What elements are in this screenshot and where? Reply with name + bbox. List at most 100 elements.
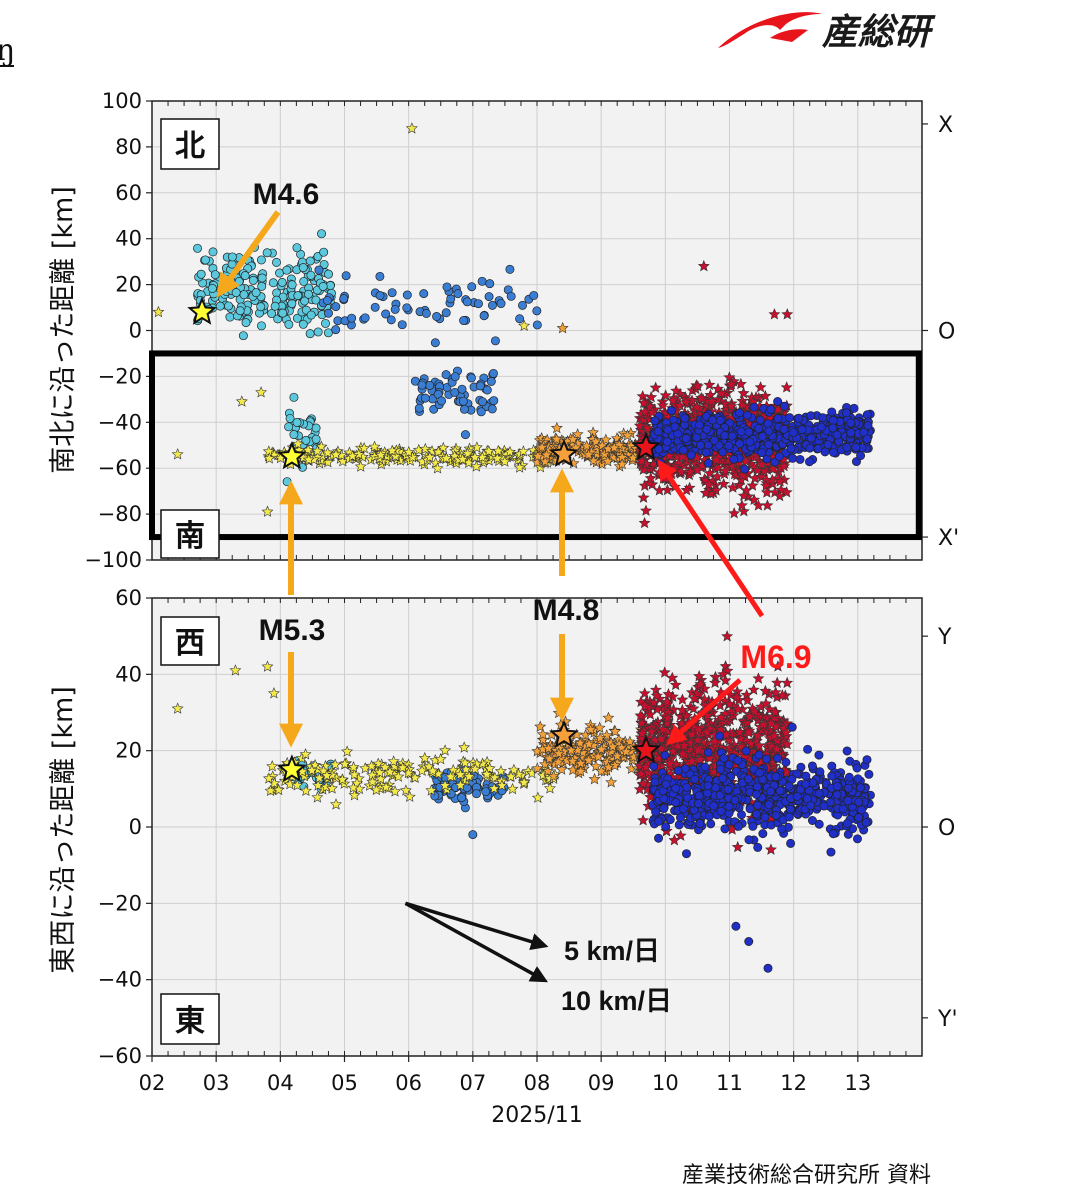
event-star bbox=[566, 433, 579, 445]
event-star bbox=[719, 464, 732, 476]
event-star bbox=[580, 439, 593, 452]
event-star bbox=[550, 433, 563, 445]
event-dot bbox=[694, 791, 704, 801]
event-dot bbox=[682, 849, 691, 859]
x-tick-label: 12 bbox=[780, 1071, 807, 1095]
event-dot bbox=[256, 321, 266, 331]
event-star bbox=[748, 493, 761, 505]
event-star bbox=[403, 790, 416, 802]
event-star bbox=[768, 308, 781, 320]
event-dot bbox=[766, 786, 776, 796]
event-dot bbox=[251, 288, 261, 298]
event-star bbox=[709, 676, 722, 689]
y-tick-label: −100 bbox=[84, 548, 142, 572]
event-star bbox=[406, 451, 419, 463]
event-dot bbox=[481, 787, 491, 797]
event-dot bbox=[462, 297, 472, 307]
event-star bbox=[781, 738, 794, 750]
event-dot bbox=[402, 303, 412, 313]
event-dot bbox=[676, 813, 685, 823]
event-dot bbox=[856, 451, 866, 461]
north-label: 北 bbox=[175, 129, 205, 164]
event-star bbox=[229, 664, 242, 676]
event-star bbox=[266, 760, 279, 772]
event-dot bbox=[475, 381, 485, 391]
event-star bbox=[392, 770, 405, 782]
event-dot bbox=[764, 800, 774, 810]
event-star bbox=[494, 765, 507, 777]
event-dot bbox=[506, 291, 516, 301]
event-dot bbox=[482, 385, 492, 395]
event-dot bbox=[484, 292, 494, 302]
event-dot bbox=[828, 415, 838, 425]
event-star bbox=[721, 630, 734, 642]
event-star bbox=[480, 768, 493, 780]
event-dot bbox=[659, 804, 669, 814]
event-star bbox=[262, 772, 275, 784]
event-dot bbox=[842, 818, 852, 828]
event-dot bbox=[787, 722, 797, 732]
y-tick-label: −60 bbox=[98, 456, 142, 480]
event-star bbox=[399, 784, 412, 796]
event-star bbox=[635, 716, 648, 729]
event-star bbox=[379, 761, 392, 773]
event-star bbox=[690, 401, 703, 413]
event-star bbox=[658, 666, 671, 678]
event-star bbox=[454, 768, 467, 780]
event-dot bbox=[749, 402, 759, 412]
event-star bbox=[444, 770, 457, 783]
aist-swoosh-logo-icon bbox=[718, 12, 822, 48]
event-dot bbox=[785, 804, 795, 814]
event-star bbox=[693, 670, 706, 682]
m46-label: M4.6 bbox=[253, 178, 320, 211]
event-dot bbox=[667, 406, 676, 416]
event-dot bbox=[262, 248, 272, 258]
event-star bbox=[495, 779, 508, 791]
event-dot bbox=[248, 275, 258, 285]
event-dot bbox=[292, 313, 302, 323]
event-dot bbox=[375, 271, 385, 281]
event-dot bbox=[390, 304, 400, 314]
event-star bbox=[582, 448, 595, 460]
event-dot bbox=[862, 434, 872, 444]
event-star bbox=[633, 419, 646, 431]
event-dot bbox=[339, 294, 349, 304]
event-star bbox=[459, 756, 472, 769]
event-dot bbox=[694, 799, 703, 809]
event-dot bbox=[733, 755, 743, 765]
event-dot bbox=[331, 325, 341, 335]
event-star bbox=[235, 395, 248, 407]
event-dot bbox=[479, 311, 489, 321]
event-dot bbox=[299, 276, 309, 286]
rate-guides bbox=[404, 901, 549, 983]
key-event-star bbox=[549, 719, 579, 748]
event-star bbox=[565, 744, 578, 756]
event-star bbox=[566, 755, 579, 767]
event-dot bbox=[844, 772, 854, 782]
x-tick-label: 03 bbox=[203, 1071, 230, 1095]
event-star bbox=[743, 710, 756, 722]
event-dot bbox=[360, 313, 370, 323]
event-star bbox=[730, 691, 743, 703]
event-star bbox=[418, 751, 431, 764]
event-dot bbox=[773, 413, 783, 423]
event-star bbox=[760, 486, 773, 498]
event-star bbox=[571, 428, 584, 440]
event-star bbox=[771, 660, 784, 672]
y-tick-label: 80 bbox=[115, 135, 142, 159]
event-star bbox=[774, 475, 787, 487]
event-star bbox=[734, 732, 747, 744]
event-dot bbox=[849, 403, 859, 413]
event-dot bbox=[775, 786, 785, 796]
event-dot bbox=[292, 243, 302, 253]
event-dot bbox=[663, 425, 673, 435]
m69-label: M6.9 bbox=[740, 639, 811, 675]
event-dot bbox=[757, 448, 767, 458]
event-star bbox=[637, 814, 650, 826]
event-dot bbox=[200, 255, 210, 265]
event-dot bbox=[486, 377, 496, 386]
x-tick-label: 10 bbox=[652, 1071, 679, 1095]
m69-arrow-upper bbox=[657, 459, 765, 618]
right-tick-label: X bbox=[938, 113, 953, 138]
key-event-star bbox=[277, 754, 307, 783]
